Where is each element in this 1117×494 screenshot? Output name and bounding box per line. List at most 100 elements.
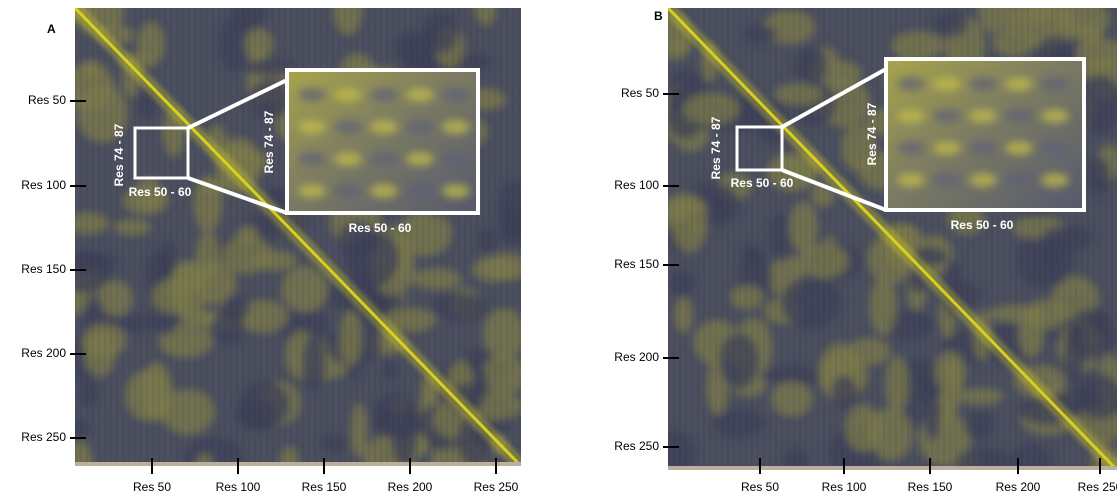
texture-blob (281, 266, 328, 313)
texture-blob (668, 198, 707, 215)
texture-blob (964, 410, 994, 441)
texture-blob (231, 8, 266, 31)
texture-blob (719, 332, 759, 390)
texture-blob (869, 276, 898, 336)
texture-blob (668, 269, 695, 298)
texture-blob (412, 268, 462, 290)
inset-blob (298, 88, 326, 102)
texture-blob (1055, 8, 1110, 39)
texture-blob (474, 8, 497, 26)
texture-blob (279, 446, 300, 466)
inset-blob (406, 120, 434, 134)
texture-blob (75, 417, 90, 443)
texture-blob (831, 375, 857, 410)
texture-blob (222, 294, 250, 322)
texture-blob (397, 210, 453, 257)
inset-blob (334, 184, 362, 198)
y-tick-label: Res 150 (21, 262, 66, 276)
inset-blob (969, 109, 997, 123)
inset-blob (1041, 141, 1069, 155)
texture-blob (788, 201, 818, 253)
texture-blob (455, 54, 493, 71)
x-tick-label: Res 200 (388, 480, 433, 494)
texture-blob (1075, 373, 1117, 420)
zoom-box (133, 126, 190, 180)
inset-row-label: Res 74 - 87 (262, 110, 276, 173)
texture-blob (482, 308, 521, 360)
box-col-label: Res 50 - 60 (731, 176, 794, 190)
texture-blob (1018, 311, 1045, 358)
texture-blob (481, 354, 521, 396)
texture-blob (958, 387, 1004, 405)
inset-blob (334, 152, 362, 166)
texture-blob (923, 391, 942, 441)
texture-blob (794, 46, 829, 85)
y-tick-label: Res 150 (614, 257, 659, 271)
inset-col-label: Res 50 - 60 (349, 221, 412, 235)
inset-col-label: Res 50 - 60 (951, 218, 1014, 232)
texture-blob (710, 196, 730, 213)
texture-blob (98, 280, 133, 317)
x-tick-label: Res 200 (996, 480, 1041, 494)
inset-blob (370, 184, 398, 198)
box-row-label: Res 74 - 87 (709, 116, 723, 179)
x-tick-label: Res 250 (474, 480, 519, 494)
y-tick-label: Res 200 (21, 346, 66, 360)
box-row-label: Res 74 - 87 (112, 123, 126, 186)
inset-blob (1041, 109, 1069, 123)
inset-blob (897, 109, 925, 123)
inset-blob (1005, 141, 1033, 155)
texture-blob (673, 296, 693, 334)
inset-blob (1005, 77, 1033, 91)
y-tick-label: Res 50 (621, 86, 659, 100)
texture-blob (83, 330, 116, 377)
texture-blob (977, 8, 1009, 34)
inset-blob (334, 88, 362, 102)
texture-blob (763, 365, 822, 387)
inset-blob (969, 173, 997, 187)
y-tick-label: Res 250 (21, 430, 66, 444)
diagonal (75, 8, 521, 466)
texture-blob (933, 11, 969, 37)
inset-blob (406, 152, 434, 166)
texture-blob (244, 28, 274, 61)
x-tick-label: Res 250 (1078, 480, 1117, 494)
texture-blob (141, 361, 173, 422)
texture-blob (158, 324, 214, 359)
inset-blob (370, 152, 398, 166)
texture-blob (252, 250, 298, 271)
texture-blob (774, 83, 823, 106)
y-tick-label: Res 100 (21, 178, 66, 192)
texture-blob (499, 206, 521, 246)
inset-blob (370, 88, 398, 102)
inset-blob (1005, 109, 1033, 123)
texture-blob (885, 355, 910, 412)
texture-blob (113, 218, 152, 236)
texture-blob (151, 278, 193, 315)
inset-blob (406, 184, 434, 198)
inset-blob (298, 120, 326, 134)
texture-blob (743, 24, 777, 43)
texture-blob (1041, 225, 1094, 252)
texture-blob (248, 78, 292, 121)
inset-blob (933, 141, 961, 155)
inset-blob (334, 120, 362, 134)
texture-blob (471, 257, 516, 282)
texture-blob (430, 292, 490, 322)
y-tick-label: Res 50 (28, 93, 66, 107)
inset-blob (933, 109, 961, 123)
texture-blob (891, 30, 945, 61)
inset-texture (298, 88, 470, 198)
texture-blob (382, 359, 399, 381)
texture-blob (770, 381, 813, 417)
texture-blob (477, 228, 499, 254)
inset-blob (933, 77, 961, 91)
map-edge (75, 462, 521, 466)
x-tick-label: Res 50 (133, 480, 171, 494)
inset-blob (442, 152, 470, 166)
y-tick-label: Res 250 (614, 439, 659, 453)
texture-blob (712, 408, 765, 438)
texture-blob (75, 440, 93, 466)
texture-blob (391, 407, 419, 466)
texture-blob (797, 243, 850, 279)
